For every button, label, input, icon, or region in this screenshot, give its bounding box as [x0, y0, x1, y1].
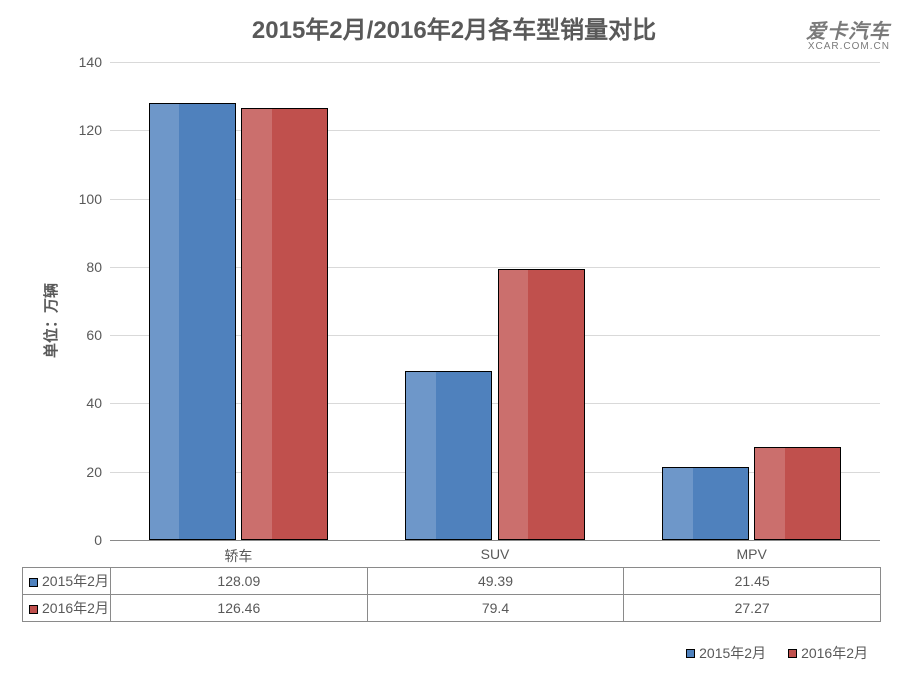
x-category-label: MPV — [736, 546, 766, 562]
chart-title: 2015年2月/2016年2月各车型销量对比 — [0, 10, 908, 45]
table-series-label: 2015年2月 — [42, 573, 109, 589]
data-table: 2015年2月128.0949.3921.452016年2月126.4679.4… — [22, 567, 881, 622]
legend-swatch — [686, 649, 695, 658]
bar — [405, 371, 492, 540]
plot-area: 020406080100120140轿车SUVMPV — [110, 62, 880, 540]
legend-item: 2015年2月 — [686, 643, 766, 663]
bar — [149, 103, 236, 540]
y-tick: 100 — [79, 191, 102, 207]
legend-swatch — [788, 649, 797, 658]
legend-swatch — [29, 605, 38, 614]
bar — [241, 108, 328, 540]
legend-swatch — [29, 578, 38, 587]
table-cell: 128.09 — [111, 568, 368, 595]
y-tick: 140 — [79, 54, 102, 70]
table-cell: 27.27 — [624, 595, 881, 622]
legend-label: 2016年2月 — [801, 643, 868, 663]
y-tick: 40 — [86, 395, 102, 411]
bar — [662, 467, 749, 540]
legend-item: 2016年2月 — [788, 643, 868, 663]
y-axis-label: 单位：万辆 — [40, 283, 61, 358]
legend: 2015年2月 2016年2月 — [686, 643, 868, 663]
y-tick: 120 — [79, 122, 102, 138]
table-row: 2015年2月128.0949.3921.45 — [23, 568, 881, 595]
watermark-cn: 爱卡汽车 — [806, 22, 890, 42]
table-cell: 49.39 — [367, 568, 624, 595]
table-series-label: 2016年2月 — [42, 600, 109, 616]
x-category-label: 轿车 — [224, 546, 252, 566]
y-tick: 60 — [86, 327, 102, 343]
table-row: 2016年2月126.4679.427.27 — [23, 595, 881, 622]
table-row-header: 2016年2月 — [23, 595, 111, 622]
x-category-label: SUV — [481, 546, 510, 562]
sales-comparison-chart: 2015年2月/2016年2月各车型销量对比 爱卡汽车 XCAR.COM.CN … — [0, 0, 908, 681]
gridline — [110, 62, 880, 63]
bar — [498, 269, 585, 540]
table-cell: 126.46 — [111, 595, 368, 622]
table-cell: 79.4 — [367, 595, 624, 622]
legend-label: 2015年2月 — [699, 643, 766, 663]
y-tick: 80 — [86, 259, 102, 275]
gridline — [110, 540, 880, 541]
table-cell: 21.45 — [624, 568, 881, 595]
watermark-en: XCAR.COM.CN — [806, 42, 890, 52]
y-tick: 0 — [94, 532, 102, 548]
bar — [754, 447, 841, 540]
y-tick: 20 — [86, 464, 102, 480]
table-row-header: 2015年2月 — [23, 568, 111, 595]
watermark: 爱卡汽车 XCAR.COM.CN — [806, 22, 890, 52]
